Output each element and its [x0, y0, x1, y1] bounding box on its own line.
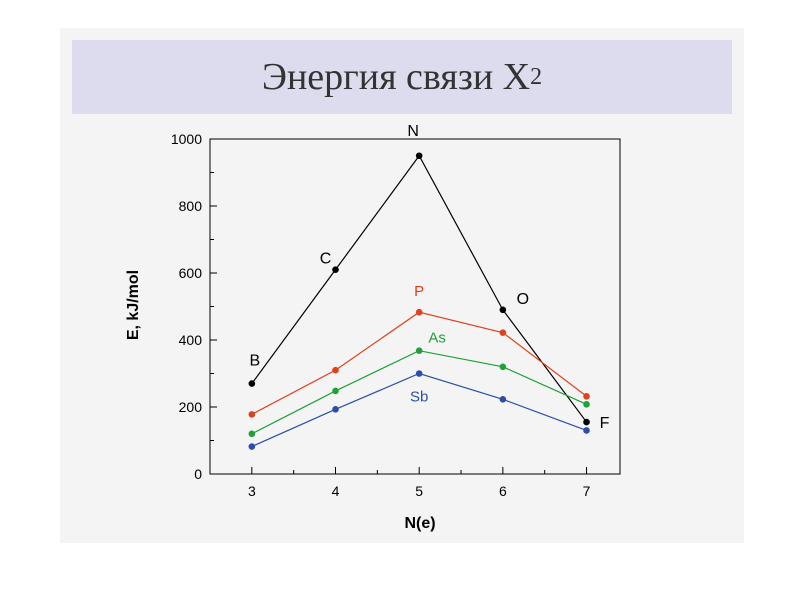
y-tick-label: 800 [179, 198, 203, 214]
series-p: P [248, 283, 590, 418]
y-axis-label: E, kJ/mol [125, 270, 142, 340]
data-point [583, 427, 590, 434]
data-point [248, 430, 256, 438]
data-point [415, 370, 423, 377]
series-sb: Sb [248, 370, 590, 450]
y-tick-label: 400 [179, 332, 203, 348]
series-as: As [248, 330, 590, 438]
chart-axes: 0 200 400 600 800 1000 3 4 5 6 7 [171, 131, 621, 499]
data-point [248, 443, 256, 450]
slide-title-subscript: 2 [530, 63, 543, 90]
point-label: O [517, 291, 529, 308]
x-tick-label: 5 [415, 483, 423, 499]
x-tick-label: 7 [583, 483, 591, 499]
point-label: F [600, 415, 610, 432]
data-point [415, 347, 423, 355]
data-point [499, 363, 507, 371]
data-point [332, 387, 339, 395]
data-point [499, 395, 507, 403]
x-axis-label: N(e) [404, 515, 435, 532]
y-tick-label: 1000 [171, 131, 202, 147]
x-tick-label: 4 [332, 483, 340, 499]
y-tick-label: 200 [179, 399, 203, 415]
data-point [248, 380, 256, 387]
data-point [583, 418, 590, 426]
slide-title-main: Энергия связи X [261, 56, 531, 98]
series-main: B C N O F [248, 123, 610, 432]
series-line [251, 372, 587, 448]
point-label: B [250, 353, 261, 370]
data-point [415, 308, 423, 316]
data-point [415, 152, 423, 160]
data-point [332, 406, 339, 413]
data-point [583, 392, 590, 400]
data-point [583, 401, 590, 408]
data-point [499, 306, 507, 314]
data-point [332, 366, 339, 374]
x-tick-label: 6 [499, 483, 507, 499]
series-label: P [414, 283, 424, 300]
data-point [332, 266, 339, 273]
data-point [248, 411, 256, 418]
series-label: Sb [410, 389, 428, 406]
y-tick-label: 600 [179, 265, 203, 281]
point-label: C [320, 251, 332, 268]
series-label: As [428, 330, 446, 347]
point-label: N [407, 123, 419, 140]
chart-series: B C N O F P As Sb [248, 123, 610, 450]
y-tick-label: 0 [194, 466, 202, 482]
x-tick-label: 3 [248, 483, 256, 499]
data-point [499, 329, 507, 336]
